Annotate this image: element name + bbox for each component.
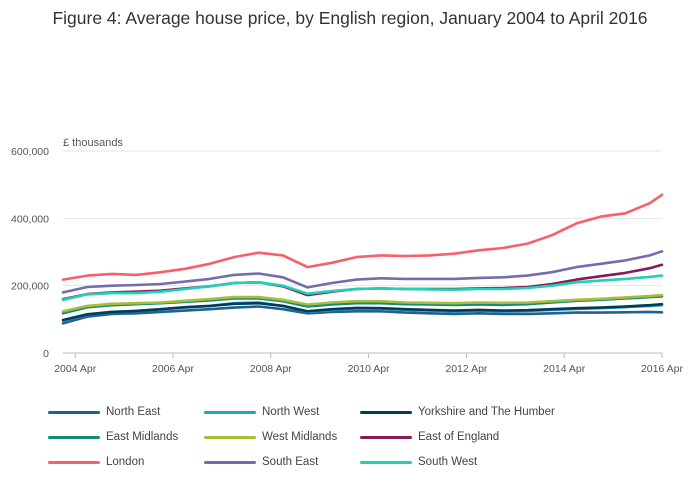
legend-swatch: [204, 435, 256, 439]
legend-label: East of England: [418, 431, 500, 443]
legend-item-east-of-england[interactable]: East of England: [360, 429, 499, 445]
x-tick-label: 2006 Apr: [152, 363, 195, 375]
legend-item-east-midlands[interactable]: East Midlands: [48, 429, 178, 445]
legend-item-north-west[interactable]: North West: [204, 404, 319, 420]
y-tick-label: 200,000: [11, 281, 49, 293]
series-line-south-west[interactable]: [61, 274, 664, 302]
legend-label: North West: [262, 406, 320, 418]
legend-item-yorkshire-and-the-humber[interactable]: Yorkshire and The Humber: [360, 404, 555, 420]
legend-swatch: [204, 460, 256, 464]
x-tick-label: 2014 Apr: [543, 363, 586, 375]
chart-title: Figure 4: Average house price, by Englis…: [52, 8, 648, 28]
x-tick-label: 2016 Apr: [641, 363, 684, 375]
y-tick-label: 600,000: [11, 146, 49, 158]
x-tick-label: 2010 Apr: [348, 363, 391, 375]
x-tick-label: 2012 Apr: [445, 363, 488, 375]
legend-swatch: [360, 435, 412, 439]
x-axis: 2004 Apr 2006 Apr 2008 Apr 2010 Apr 2012 Apr…: [54, 353, 684, 375]
y-axis-unit-label: £ thousands: [63, 137, 123, 149]
legend-label: London: [106, 456, 145, 468]
series-line-north-east[interactable]: [61, 305, 664, 325]
gridlines: [63, 150, 662, 354]
x-tick-label: 2008 Apr: [250, 363, 293, 375]
series-line-yorkshire-and-the-humber[interactable]: [61, 301, 664, 322]
legend-item-london[interactable]: London: [48, 454, 144, 470]
legend-swatch: [48, 460, 100, 464]
y-tick-label: 0: [43, 348, 49, 360]
series-line-south-east[interactable]: [61, 250, 664, 294]
legend-item-west-midlands[interactable]: West Midlands: [204, 429, 337, 445]
y-axis: 0 200,000 400,000 600,000: [11, 146, 49, 360]
legend-label: East Midlands: [106, 431, 179, 443]
series-lines: [61, 193, 664, 325]
x-tick-label: 2004 Apr: [54, 363, 97, 375]
legend-item-south-east[interactable]: South East: [204, 454, 318, 470]
legend-swatch: [48, 410, 100, 414]
series-line-london[interactable]: [61, 193, 664, 281]
legend-label: West Midlands: [262, 431, 338, 443]
legend-swatch: [204, 410, 256, 414]
series-line-west-midlands[interactable]: [61, 293, 664, 313]
legend-item-north-east[interactable]: North East: [48, 404, 160, 420]
line-chart: 0 200,000 400,000 600,000 £ thousands 2004 …: [11, 137, 684, 375]
legend-label: South West: [418, 456, 478, 468]
legend-item-south-west[interactable]: South West: [360, 454, 477, 470]
legend-swatch: [360, 410, 412, 414]
legend-swatch: [360, 460, 412, 464]
y-tick-label: 400,000: [11, 213, 49, 225]
legend-label: North East: [106, 406, 161, 418]
legend-swatch: [48, 435, 100, 439]
legend-label: South East: [262, 456, 319, 468]
legend-label: Yorkshire and The Humber: [418, 406, 555, 418]
